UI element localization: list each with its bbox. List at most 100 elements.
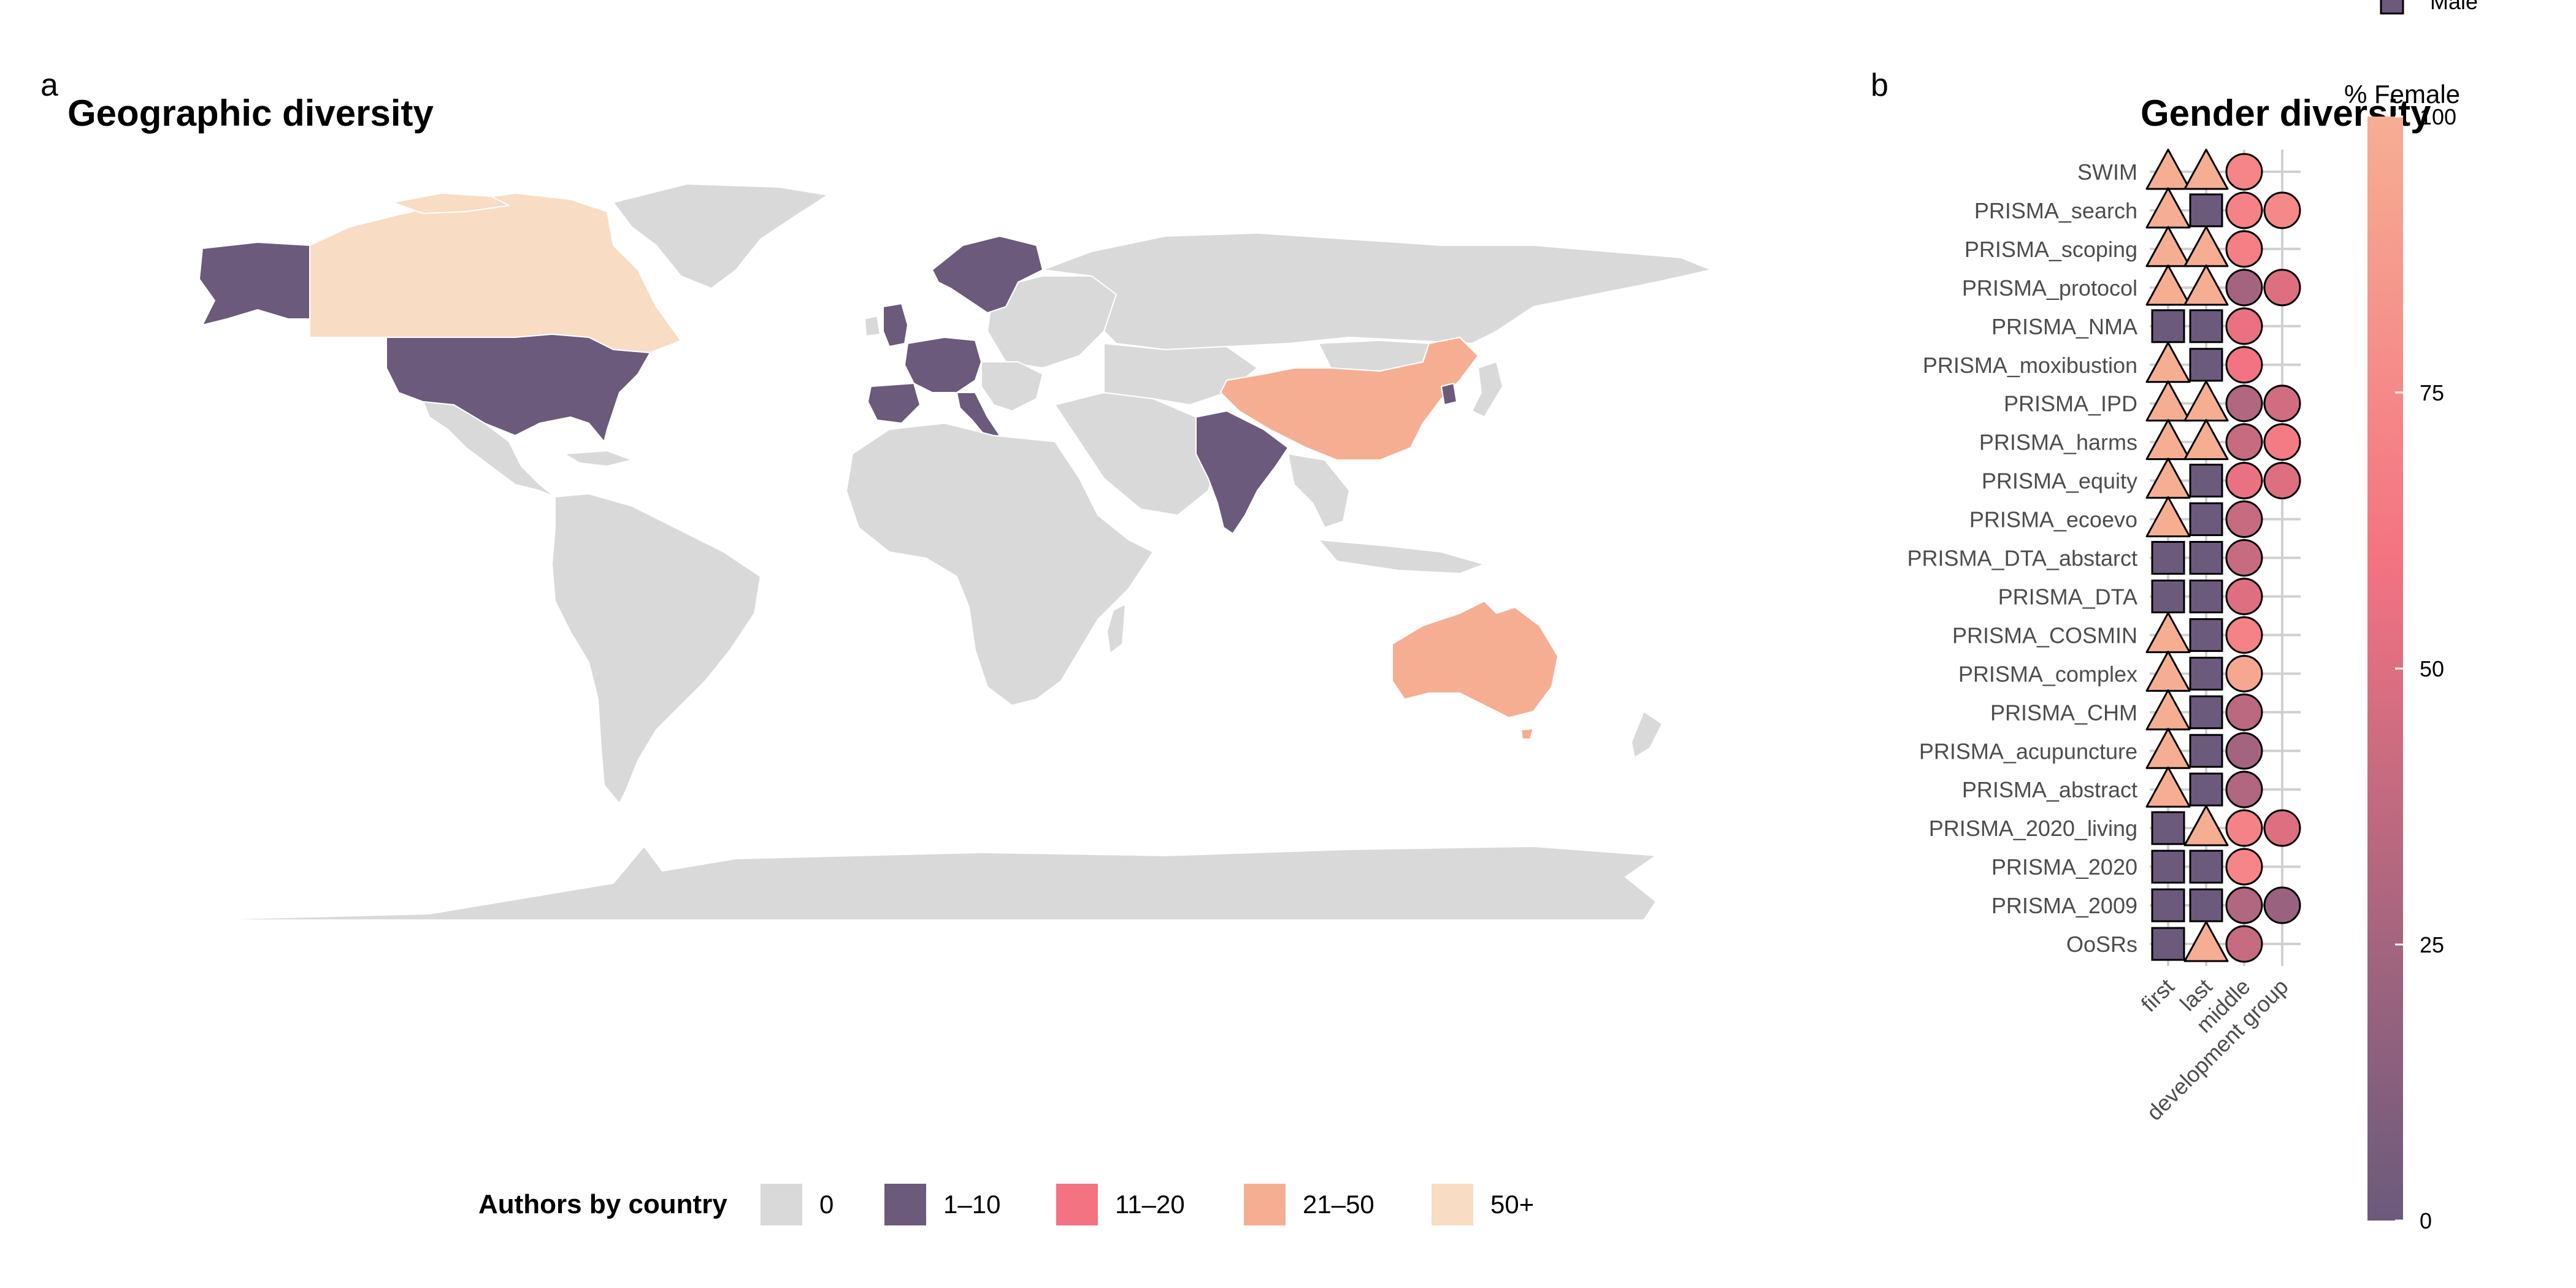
mark-OoSRs-first <box>2151 927 2185 961</box>
y-label-15: PRISMA_acupuncture <box>1919 738 2137 764</box>
y-label-1: PRISMA_search <box>1974 198 2137 223</box>
y-label-10: PRISMA_DTA_abstarct <box>1907 546 2137 571</box>
mark-PRISMA_complex-first <box>2145 650 2191 692</box>
colorbar-tick-3: 75 <box>2420 380 2444 405</box>
country-australia <box>1392 600 1558 718</box>
y-label-19: PRISMA_2009 <box>1991 893 2137 918</box>
y-label-7: PRISMA_harms <box>1979 430 2137 455</box>
country-ireland <box>864 315 881 337</box>
y-label-2: PRISMA_scoping <box>1965 237 2137 262</box>
mark-PRISMA_NMA-middle <box>2225 307 2263 345</box>
mark-PRISMA_DTA-last <box>2189 579 2223 613</box>
mark-PRISMA_ecoevo-last <box>2189 502 2223 537</box>
mark-SWIM-middle <box>2225 153 2263 191</box>
mark-PRISMA_search-first <box>2145 187 2191 229</box>
mark-PRISMA_equity-first <box>2145 458 2191 499</box>
mark-PRISMA_complex-last <box>2189 656 2223 691</box>
y-label-18: PRISMA_2020 <box>1991 854 2137 880</box>
mark-PRISMA_2020_living-middle <box>2225 809 2263 847</box>
country-greenland <box>613 183 829 289</box>
mark-PRISMA_CHM-middle <box>2225 693 2263 731</box>
y-label-0: SWIM <box>2077 159 2137 185</box>
mark-PRISMA_DTA_abstarct-last <box>2189 541 2223 575</box>
panel-b-tag: b <box>1871 67 1888 103</box>
map-legend-swatch-3 <box>1244 1184 1286 1225</box>
region-africa <box>846 423 1154 706</box>
mark-PRISMA_2020_living-first <box>2151 811 2185 845</box>
country-united-states <box>386 334 651 442</box>
region-caribbean <box>564 450 632 467</box>
map-legend-label-3: 21–50 <box>1303 1190 1374 1219</box>
mark-PRISMA_harms-first <box>2145 419 2191 461</box>
country-russia <box>1042 232 1712 350</box>
mark-PRISMA_2020-first <box>2151 849 2185 884</box>
mark-PRISMA_search-middle <box>2225 191 2263 229</box>
mark-PRISMA_scoping-first <box>2145 226 2191 267</box>
map-legend-label-2: 11–20 <box>1115 1190 1185 1219</box>
y-label-13: PRISMA_complex <box>1958 661 2137 686</box>
mark-PRISMA_NMA-first <box>2151 309 2185 343</box>
mark-PRISMA_CHM-first <box>2145 689 2191 730</box>
mark-PRISMA_protocol-development_group <box>2263 269 2301 307</box>
y-label-6: PRISMA_IPD <box>2004 391 2137 416</box>
mark-PRISMA_equity-last <box>2189 464 2223 498</box>
mark-PRISMA_COSMIN-first <box>2145 611 2191 653</box>
world-map <box>190 183 1712 921</box>
mark-PRISMA_abstract-first <box>2145 766 2191 808</box>
mark-PRISMA_moxibustion-middle <box>2225 346 2263 384</box>
y-label-9: PRISMA_ecoevo <box>1969 507 2137 532</box>
y-label-5: PRISMA_moxibustion <box>1923 353 2137 378</box>
mark-PRISMA_DTA_abstarct-first <box>2151 541 2185 575</box>
map-legend-swatch-1 <box>884 1184 926 1225</box>
colorbar-tick-0: 0 <box>2420 1208 2432 1233</box>
country-australia-tasmania <box>1520 728 1534 740</box>
mark-PRISMA_protocol-first <box>2145 264 2191 306</box>
mark-PRISMA_DTA-middle <box>2225 577 2263 615</box>
country-us-alaska <box>199 242 310 326</box>
map-title: Geographic diversity <box>67 93 434 134</box>
y-label-12: PRISMA_COSMIN <box>1952 623 2137 648</box>
mark-PRISMA_2020-last <box>2189 849 2223 884</box>
mark-OoSRs-middle <box>2225 925 2263 963</box>
x-label-0: first <box>2136 974 2179 1017</box>
mark-PRISMA_IPD-first <box>2145 380 2191 422</box>
country-france-germany <box>904 337 982 393</box>
colorbar-ticks: 0 25 50 75 100 <box>2395 104 2456 1233</box>
mark-PRISMA_protocol-middle <box>2225 269 2263 307</box>
map-legend-label-4: 50+ <box>1490 1190 1534 1219</box>
mark-PRISMA_scoping-middle <box>2225 230 2263 268</box>
mark-PRISMA_acupuncture-last <box>2189 734 2223 768</box>
country-united-kingdom <box>883 303 908 347</box>
colorbar-tick-4: 100 <box>2420 104 2456 129</box>
gender-marks <box>2145 148 2301 963</box>
mark-PRISMA_CHM-last <box>2189 695 2223 729</box>
gender-y-axis-labels: SWIM PRISMA_search PRISMA_scoping PRISMA_pr… <box>1907 159 2137 957</box>
y-label-4: PRISMA_NMA <box>1991 314 2137 339</box>
mark-PRISMA_2009-last <box>2189 888 2223 922</box>
mark-PRISMA_protocol-last <box>2183 264 2229 306</box>
country-spain <box>867 383 921 424</box>
y-label-11: PRISMA_DTA <box>1998 584 2137 609</box>
mark-OoSRs-last <box>2183 921 2229 962</box>
country-canada-islands <box>392 193 510 214</box>
panel-a-tag: a <box>40 67 58 103</box>
mark-PRISMA_search-last <box>2189 193 2223 228</box>
mark-PRISMA_equity-middle <box>2225 462 2263 500</box>
map-legend: Authors by country 0 1–10 11–20 21–50 50+ <box>478 1184 1534 1225</box>
map-legend-entries: 0 1–10 11–20 21–50 50+ <box>761 1184 1534 1225</box>
region-balkans <box>981 361 1043 412</box>
mark-PRISMA_abstract-last <box>2189 772 2223 807</box>
map-legend-swatch-0 <box>761 1184 802 1225</box>
region-southeast-asia <box>1287 453 1350 528</box>
country-new-zealand <box>1631 711 1663 758</box>
map-legend-swatch-2 <box>1056 1184 1098 1225</box>
mark-PRISMA_acupuncture-first <box>2145 727 2191 769</box>
mark-PRISMA_harms-middle <box>2225 423 2263 461</box>
mark-PRISMA_moxibustion-last <box>2189 348 2223 382</box>
mark-PRISMA_harms-last <box>2183 419 2229 461</box>
mark-PRISMA_2020-middle <box>2225 848 2263 886</box>
colorbar-tick-2: 50 <box>2420 656 2444 681</box>
country-japan <box>1471 361 1503 418</box>
